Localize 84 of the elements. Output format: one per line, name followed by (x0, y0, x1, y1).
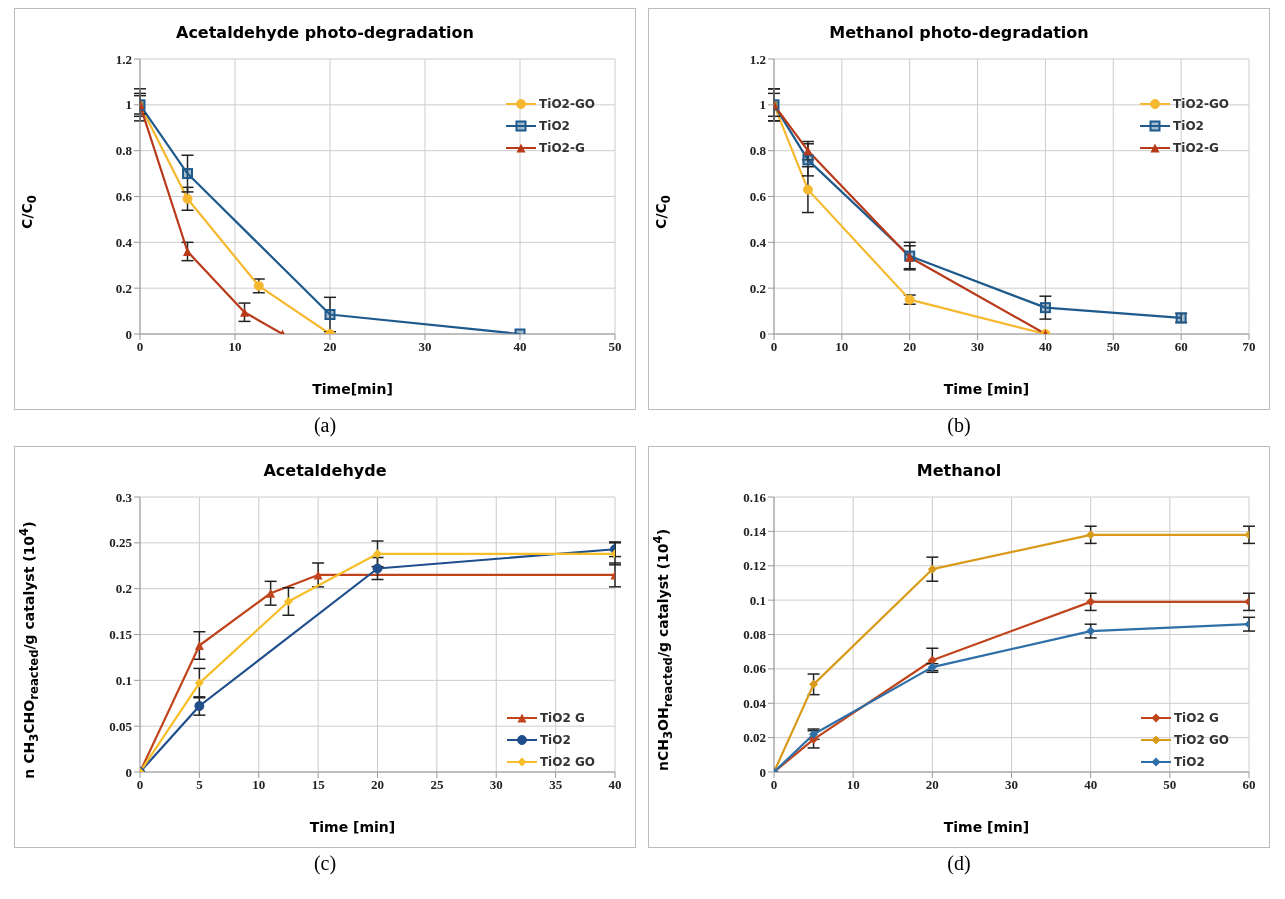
x-tick-label: 0 (136, 339, 144, 355)
legend-label: TiO2-GO (539, 97, 595, 111)
y-tick-label: 0.4 (115, 234, 133, 250)
x-tick-label: 10 (846, 777, 860, 793)
y-tick-label: 1 (125, 97, 132, 113)
y-tick-label: 0.6 (115, 189, 133, 205)
y-tick-label: 0.1 (115, 672, 132, 688)
y-tick-label: 0.15 (109, 627, 133, 643)
y-tick-label: 0.3 (115, 489, 133, 505)
text: (d) (946, 851, 972, 876)
chart-title: Methanol (915, 461, 1003, 480)
y-tick-label: 0.2 (115, 280, 132, 296)
y-tick-label: 0.1 (749, 592, 766, 608)
y-tick-label: 0.2 (749, 280, 766, 296)
x-tick-label: 40 (1084, 777, 1098, 793)
chart-title: Acetaldehyde photo-degradation (175, 23, 475, 42)
y-tick-label: 0.12 (743, 558, 766, 574)
x-tick-label: 10 (252, 777, 266, 793)
y-tick-label: 0.8 (749, 143, 767, 159)
legend-label: TiO2 GO (539, 755, 595, 769)
x-tick-label: 50 (1106, 339, 1120, 355)
y-tick-label: 0.02 (743, 730, 766, 746)
x-tick-label: 0 (770, 339, 778, 355)
y-tick-label: 0 (125, 764, 132, 780)
y-tick-label: 0.6 (749, 189, 767, 205)
x-tick-label: 35 (549, 777, 563, 793)
legend-label: TiO2-G (539, 141, 585, 155)
x-axis-title: Time[min] (311, 381, 394, 397)
x-tick-label: 30 (418, 339, 432, 355)
x-tick-label: 50 (1163, 777, 1177, 793)
x-tick-label: 50 (608, 339, 622, 355)
x-tick-label: 25 (430, 777, 444, 793)
chart-title: Acetaldehyde (262, 461, 388, 480)
x-tick-label: 20 (323, 339, 337, 355)
x-axis-title: Time [min] (942, 819, 1031, 835)
x-tick-label: 60 (1242, 777, 1256, 793)
y-tick-label: 0 (759, 764, 766, 780)
x-tick-label: 15 (311, 777, 326, 793)
text: (c) (312, 851, 338, 877)
x-tick-label: 0 (770, 777, 778, 793)
legend-label: TiO2 (539, 119, 570, 133)
y-tick-label: 1 (759, 97, 766, 113)
y-tick-label: 0.06 (743, 661, 767, 677)
x-tick-label: 40 (1038, 339, 1052, 355)
y-tick-label: 0.8 (115, 143, 133, 159)
x-tick-label: 20 (903, 339, 917, 355)
y-tick-label: 0.05 (109, 718, 133, 734)
y-tick-label: 0.16 (743, 489, 767, 505)
x-tick-label: 40 (513, 339, 527, 355)
legend-label: TiO2 G (539, 711, 585, 725)
y-tick-label: 0 (125, 326, 132, 342)
text: (b) (946, 413, 972, 438)
x-tick-label: 40 (608, 777, 622, 793)
x-tick-label: 30 (489, 777, 503, 793)
x-tick-label: 30 (1005, 777, 1018, 793)
y-tick-label: 0.25 (109, 535, 133, 551)
y-tick-label: 0 (759, 326, 766, 342)
legend-label: TiO2 G (1173, 711, 1219, 725)
legend-label: TiO2 GO (1173, 733, 1229, 747)
y-tick-label: 0.14 (743, 523, 767, 539)
x-tick-label: 20 (371, 777, 384, 793)
x-tick-label: 70 (1242, 339, 1256, 355)
legend-label: TiO2 (1173, 755, 1205, 769)
y-tick-label: 0.4 (749, 234, 767, 250)
x-tick-label: 30 (971, 339, 985, 355)
x-axis-title: Time [min] (942, 381, 1031, 397)
x-tick-label: 5 (196, 777, 204, 793)
y-tick-label: 0.2 (115, 581, 132, 597)
y-tick-label: 0.08 (743, 627, 767, 643)
x-tick-label: 10 (835, 339, 849, 355)
legend-label: TiO2-G (1173, 141, 1219, 155)
x-tick-label: 60 (1174, 339, 1188, 355)
x-tick-label: 10 (228, 339, 242, 355)
y-tick-label: 1.2 (749, 51, 766, 67)
legend-label: TiO2-GO (1173, 97, 1229, 111)
y-tick-label: 0.04 (743, 695, 767, 711)
x-tick-label: 0 (136, 777, 144, 793)
x-tick-label: 20 (925, 777, 939, 793)
text: (a) (312, 413, 338, 439)
chart-title: Methanol photo-degradation (828, 23, 1090, 42)
y-tick-label: 1.2 (115, 51, 132, 67)
legend-label: TiO2 (539, 733, 571, 747)
legend-label: TiO2 (1173, 119, 1204, 133)
x-axis-title: Time [min] (308, 819, 397, 835)
